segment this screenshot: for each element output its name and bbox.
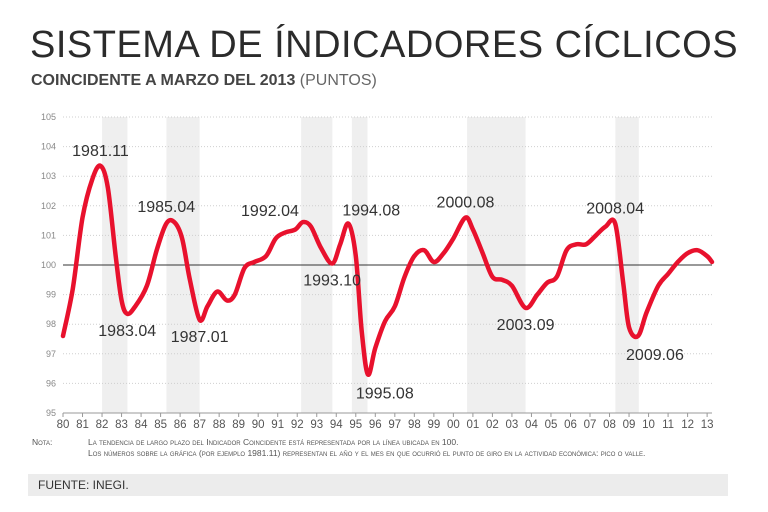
source-text: FUENTE: INEGI. [38,478,129,492]
x-tick-label: 02 [486,419,499,431]
x-tick-label: 05 [545,419,558,431]
y-tick-label: 104 [41,142,56,152]
turning-point-label: 1995.08 [356,386,414,403]
x-tick-label: 12 [681,419,694,431]
notes-line-1: La tendencia de largo plazo del Indicado… [88,437,459,447]
y-tick-label: 103 [41,171,56,181]
x-tick-label: 08 [603,419,616,431]
x-tick-label: 85 [154,419,167,431]
x-tick-label: 86 [174,419,187,431]
y-tick-label: 100 [41,260,56,270]
turning-point-label: 2000.08 [437,195,495,212]
x-tick-label: 98 [408,419,421,431]
x-tick-label: 90 [252,419,265,431]
x-tick-label: 96 [369,419,382,431]
x-tick-label: 84 [135,419,148,431]
y-tick-label: 95 [46,408,56,418]
x-tick-label: 00 [447,419,460,431]
subtitle-main: COINCIDENTE A MARZO DEL 2013 [31,72,296,89]
x-tick-label: 13 [701,419,714,431]
x-tick-label: 04 [525,419,538,431]
notes-line-2: Los números sobre la gráfica (por ejempl… [88,448,646,458]
chart-notes: Nota: La tendencia de largo plazo del Ind… [32,437,708,459]
x-tick-label: 01 [466,419,479,431]
x-tick-label: 99 [427,419,440,431]
chart-title: SISTEMA DE ÍNDICADORES CÍCLICOS [30,24,739,66]
x-tick-label: 83 [115,419,128,431]
y-tick-label: 101 [41,230,56,240]
x-tick-label: 10 [642,419,655,431]
turning-point-label: 1992.04 [241,203,299,220]
turning-point-label: 2003.09 [497,317,555,334]
x-tick-label: 03 [506,419,519,431]
x-tick-label: 80 [57,419,70,431]
turning-point-label: 2009.06 [626,347,684,364]
x-tick-label: 94 [330,419,343,431]
x-tick-label: 92 [291,419,304,431]
turning-point-label: 2008.04 [586,201,644,218]
x-tick-label: 88 [213,419,226,431]
turning-point-label: 1987.01 [171,329,229,346]
turning-point-label: 1994.08 [342,203,400,220]
x-tick-label: 91 [271,419,284,431]
source-bar: FUENTE: INEGI. [28,474,728,496]
y-tick-label: 99 [46,290,56,300]
y-tick-label: 105 [41,112,56,122]
x-tick-label: 09 [623,419,636,431]
x-tick-label: 89 [232,419,245,431]
turning-point-label: 1993.10 [303,273,361,290]
y-tick-label: 98 [46,319,56,329]
turning-point-label: 1985.04 [137,199,195,216]
x-tick-label: 06 [564,419,577,431]
x-tick-label: 11 [662,419,674,431]
x-tick-label: 95 [349,419,362,431]
subtitle-unit: (PUNTOS) [299,72,377,89]
y-tick-label: 102 [41,201,56,211]
chart-subtitle: COINCIDENTE A MARZO DEL 2013 (PUNTOS) [31,72,377,90]
turning-point-label: 1981.11 [72,143,129,160]
series-line [60,163,715,377]
y-tick-label: 97 [46,349,56,359]
y-tick-label: 96 [46,378,56,388]
x-tick-label: 81 [76,419,89,431]
x-tick-label: 82 [96,419,109,431]
x-tick-label: 87 [193,419,206,431]
notes-label: Nota: [32,437,53,447]
x-tick-label: 07 [584,419,597,431]
x-tick-label: 93 [310,419,323,431]
x-tick-label: 97 [388,419,401,431]
turning-point-label: 1983.04 [98,323,156,340]
